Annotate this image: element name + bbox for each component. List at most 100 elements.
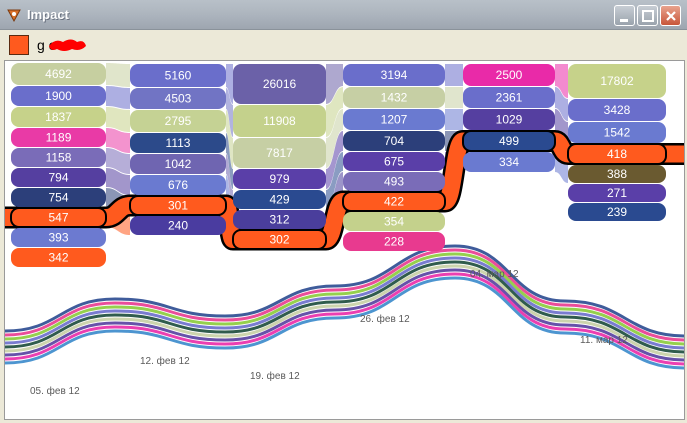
value-block [233, 169, 326, 189]
impact-app-icon [7, 9, 21, 23]
value-label: 704 [384, 134, 404, 148]
value-block [11, 148, 106, 167]
value-block [130, 64, 226, 87]
value-block [11, 128, 106, 147]
flow-ribbon [555, 64, 568, 98]
flow-ribbon [445, 109, 463, 130]
value-label: 271 [607, 186, 627, 200]
value-label: 11908 [263, 114, 296, 128]
value-block [130, 175, 226, 195]
date-label: 26. фев 12 [360, 313, 410, 325]
value-block [343, 131, 445, 151]
flow-ribbon [445, 87, 463, 108]
close-icon [666, 11, 676, 21]
value-label: 312 [269, 213, 289, 227]
value-block [343, 109, 445, 130]
value-label: 1158 [46, 151, 72, 165]
value-label: 676 [168, 178, 188, 192]
flow-ribbon [226, 64, 233, 104]
stream-strand [5, 260, 684, 354]
value-label: 3194 [381, 68, 408, 82]
value-label: 979 [269, 172, 289, 186]
flow-ribbon [226, 154, 233, 209]
value-label: 2361 [496, 91, 523, 105]
flow-ribbon [226, 88, 233, 137]
date-label: 05. фев 12 [30, 385, 80, 397]
value-label: 547 [48, 211, 68, 225]
flow-ribbon [326, 131, 343, 189]
stream-strand [5, 268, 684, 362]
flow-ribbon [326, 64, 343, 104]
value-block [130, 133, 226, 153]
value-block [463, 109, 555, 130]
stream-strand [5, 272, 684, 366]
value-label: 1113 [166, 136, 191, 150]
value-block [130, 110, 226, 132]
value-block [462, 130, 556, 152]
value-block [568, 203, 666, 221]
value-block [343, 232, 445, 251]
value-label: 7817 [266, 146, 293, 160]
streamgraph: 4692 1900 1837 1189 1158 794 754 547 393 342 5160 4… [5, 63, 684, 397]
value-block [233, 210, 326, 229]
value-label: 493 [384, 175, 404, 189]
minimize-button[interactable] [614, 5, 635, 26]
value-block [568, 122, 666, 143]
flow-ribbon [226, 110, 233, 168]
flow-ribbon [226, 133, 233, 189]
value-block [343, 172, 445, 191]
value-label: 240 [168, 219, 188, 233]
value-block [130, 88, 226, 109]
stream-strand [5, 252, 684, 346]
value-block [463, 152, 555, 172]
flow-ribbon [555, 87, 568, 121]
value-label: 354 [384, 215, 404, 229]
flow-ribbon [445, 64, 463, 86]
value-label: 1207 [381, 113, 408, 127]
value-label: 2795 [165, 114, 192, 128]
value-label: 422 [384, 195, 404, 209]
value-block [11, 188, 106, 207]
value-label: 393 [48, 231, 68, 245]
value-label: 4503 [165, 92, 192, 106]
flow-ribbon [106, 128, 130, 153]
flow-ribbon [106, 107, 130, 132]
value-label: 239 [607, 205, 627, 219]
legend-bar [0, 30, 687, 60]
title-bar[interactable]: Impact [0, 0, 687, 30]
close-button[interactable] [660, 5, 681, 26]
value-block [233, 190, 326, 209]
value-label: 1837 [45, 110, 72, 124]
value-block [568, 165, 666, 183]
value-label: 302 [269, 233, 289, 247]
value-label: 2500 [496, 68, 523, 82]
value-block [11, 107, 106, 127]
value-label: 794 [48, 171, 68, 185]
value-label: 4692 [45, 67, 72, 81]
value-label: 754 [48, 191, 68, 205]
date-label: 11. мар 12 [580, 335, 628, 346]
author-color-swatch[interactable] [9, 35, 29, 55]
value-label: 334 [499, 155, 519, 169]
stream-strand [5, 256, 684, 350]
value-block [233, 64, 326, 104]
stream-strand [5, 276, 684, 370]
value-block [568, 64, 666, 98]
stream-strand [5, 248, 684, 342]
value-label: 388 [607, 167, 627, 181]
date-label: 04. мар 12 [470, 269, 519, 280]
value-block [568, 184, 666, 202]
value-label: 675 [384, 155, 404, 169]
value-block [343, 87, 445, 108]
flow-ribbon [326, 87, 343, 137]
value-label: 1432 [381, 91, 408, 105]
flow-ribbon [326, 109, 343, 168]
value-label: 342 [48, 251, 68, 265]
value-block [129, 195, 227, 216]
value-label: 1189 [46, 131, 72, 145]
stream-strand [5, 264, 684, 358]
value-label: 1900 [45, 89, 72, 103]
value-block [568, 99, 666, 121]
flow-ribbon [106, 86, 130, 109]
maximize-button[interactable] [637, 5, 658, 26]
